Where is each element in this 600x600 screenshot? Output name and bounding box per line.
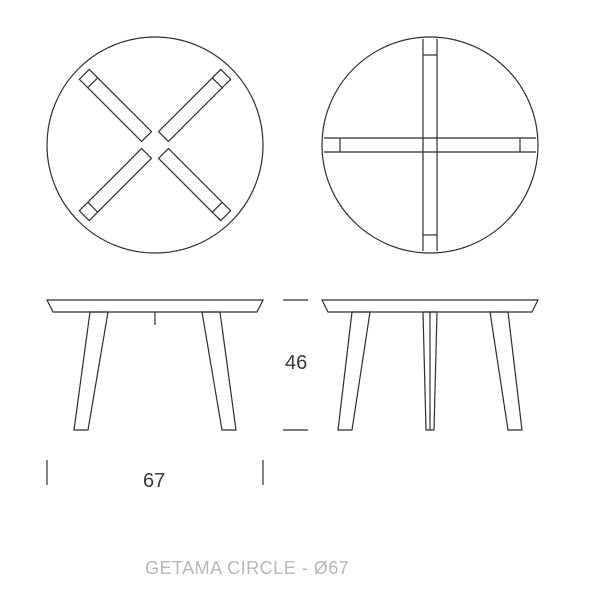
product-title: GETAMA CIRCLE - Ø67 xyxy=(145,558,349,579)
top-view-orthogonal xyxy=(322,37,538,253)
top-view-diagonal xyxy=(47,37,263,253)
dimension-marks xyxy=(47,300,308,485)
side-view-orthogonal xyxy=(322,300,538,430)
width-dimension: 67 xyxy=(143,470,165,493)
height-dimension: 46 xyxy=(285,352,307,375)
technical-drawing-canvas: 67 46 GETAMA CIRCLE - Ø67 xyxy=(0,0,600,600)
side-view-diagonal xyxy=(47,300,263,430)
drawing-svg xyxy=(0,0,600,600)
